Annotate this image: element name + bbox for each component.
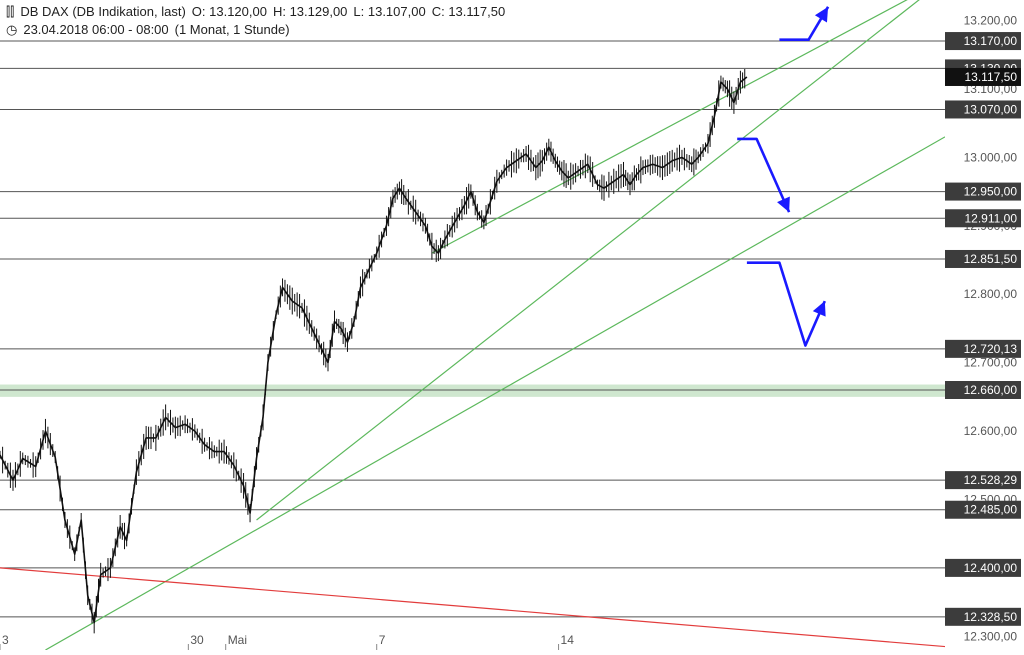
y-tick-label: 12.700,00 <box>964 356 1018 370</box>
open-value: O: 13.120,00 <box>191 4 267 19</box>
period-text: 23.04.2018 06:00 - 08:00 <box>23 22 169 37</box>
level-value-label: 12.328,50 <box>964 610 1018 624</box>
trend-line-green <box>45 136 945 650</box>
level-value-label: 12.660,00 <box>964 383 1018 397</box>
chart-header-period: ◷ 23.04.2018 06:00 - 08:00 (1 Monat, 1 Stu… <box>6 22 296 38</box>
level-value-box <box>945 471 1021 490</box>
level-value-box <box>945 558 1021 577</box>
close-value: C: 13.117,50 <box>431 4 506 19</box>
trend-line-green <box>256 0 920 521</box>
support-zone <box>0 384 945 397</box>
level-value-label: 13.070,00 <box>964 102 1018 116</box>
level-value-box <box>945 339 1021 358</box>
trend-line-red <box>0 567 945 648</box>
level-value-label: 13.170,00 <box>964 34 1018 48</box>
range-text: (1 Monat, 1 Stunde) <box>174 22 290 37</box>
forecast-arrow-line <box>746 261 826 347</box>
low-value: L: 13.107,00 <box>353 4 426 19</box>
x-tick-label: 7 <box>379 633 386 647</box>
level-value-label: 12.485,00 <box>964 503 1018 517</box>
level-value-box <box>945 500 1021 519</box>
level-value-label: 12.528,29 <box>964 473 1018 487</box>
forecast-arrow-line <box>737 137 791 213</box>
level-value-box <box>945 607 1021 626</box>
x-tick-label: Mai <box>228 633 247 647</box>
instrument-name: DB DAX (DB Indikation, last) <box>20 4 186 19</box>
trend-line-green <box>431 0 908 254</box>
y-tick-label: 12.300,00 <box>964 629 1018 643</box>
last-price-box <box>945 67 1021 86</box>
level-value-label: 12.400,00 <box>964 561 1018 575</box>
level-value-box <box>945 182 1021 201</box>
level-value-label: 12.851,50 <box>964 252 1018 266</box>
x-tick-label: 3 <box>2 633 9 647</box>
level-value-label: 12.720,13 <box>964 342 1018 356</box>
y-tick-label: 12.600,00 <box>964 424 1018 438</box>
clock-icon: ◷ <box>6 22 18 37</box>
high-value: H: 13.129,00 <box>272 4 348 19</box>
level-value-box <box>945 32 1021 51</box>
x-tick-label: 30 <box>190 633 204 647</box>
price-series-line <box>0 76 748 624</box>
forecast-arrow-head <box>777 196 790 213</box>
level-value-label: 12.950,00 <box>964 185 1018 199</box>
forecast-arrow-head <box>812 301 826 317</box>
y-tick-label: 13.000,00 <box>964 150 1018 164</box>
level-value-box <box>945 100 1021 119</box>
forecast-arrow-head <box>814 6 829 23</box>
level-value-label: 12.911,00 <box>965 211 1018 225</box>
level-value-box <box>945 381 1021 399</box>
level-value-box <box>945 209 1021 228</box>
chart-header-quote: ⫿⫿ DB DAX (DB Indikation, last) O: 13.120,… <box>6 4 511 20</box>
x-tick-label: 14 <box>561 633 575 647</box>
candlestick-icon: ⫿⫿ <box>6 4 15 19</box>
y-tick-label: 13.200,00 <box>964 14 1018 28</box>
y-tick-label: 12.800,00 <box>964 287 1018 301</box>
level-value-box <box>945 249 1021 268</box>
last-price-label: 13.117,50 <box>965 70 1018 84</box>
